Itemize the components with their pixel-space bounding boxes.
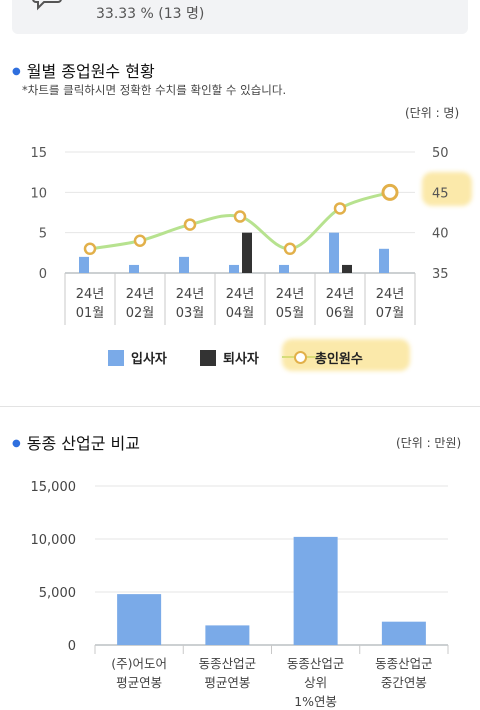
category-label-month: 02월 bbox=[126, 306, 155, 321]
unit-label-salary: (단위 : 만원) bbox=[396, 436, 462, 450]
legend-swatch-dark bbox=[200, 349, 216, 366]
left-tick-label: 0 bbox=[39, 267, 47, 282]
bar-hires bbox=[329, 232, 339, 273]
line-point bbox=[83, 242, 97, 256]
bar-hires bbox=[379, 248, 389, 273]
category-label-year: 24년 bbox=[226, 287, 255, 302]
line-point bbox=[233, 210, 247, 223]
category-label: 동종산업군 bbox=[287, 656, 345, 671]
bar-hires bbox=[79, 256, 89, 273]
chart-click-note: *차트를 클릭하시면 정확한 수치를 확인할 수 있습니다. bbox=[22, 83, 287, 97]
bar-salary bbox=[117, 594, 162, 645]
left-tick-label: 10 bbox=[30, 186, 47, 201]
category-label: 평균연봉 bbox=[116, 675, 162, 690]
right-tick-label: 50 bbox=[432, 146, 449, 161]
category-label-year: 24년 bbox=[176, 287, 205, 302]
category-label: 상위 bbox=[304, 675, 327, 690]
bar-hires bbox=[129, 264, 139, 273]
bar-salary bbox=[381, 621, 426, 645]
category-label-year: 24년 bbox=[326, 287, 355, 302]
section-divider bbox=[0, 406, 480, 407]
legend-swatch-blue bbox=[108, 349, 124, 366]
summary-card: 33.33 % (13 명) bbox=[12, 0, 468, 34]
bar-hires bbox=[229, 264, 239, 273]
monthly-employee-chart[interactable]: 1510505045403524년01월24년02월24년03월24년04월24… bbox=[0, 0, 480, 340]
bar-salary bbox=[293, 536, 338, 645]
bar-hires bbox=[279, 264, 289, 273]
right-tick-label: 40 bbox=[432, 227, 449, 242]
legend-item-leavers[interactable]: 퇴사자 bbox=[200, 348, 259, 367]
legend-marker-icon bbox=[294, 351, 307, 364]
bar-salary bbox=[205, 625, 250, 645]
industry-compare-title: ● 동종 산업군 비교 bbox=[12, 434, 140, 453]
legend-item-total[interactable]: 총인원수 bbox=[282, 348, 363, 367]
category-label-month: 01월 bbox=[76, 306, 105, 321]
category-label-month: 03월 bbox=[176, 306, 205, 321]
y-tick-label: 10,000 bbox=[31, 533, 77, 548]
category-label: 중간연봉 bbox=[381, 675, 427, 690]
category-label: 1%연봉 bbox=[294, 694, 337, 709]
category-label-year: 24년 bbox=[126, 287, 155, 302]
bar-hires bbox=[179, 256, 189, 273]
category-label: 동종산업군 bbox=[375, 656, 433, 671]
category-label-month: 05월 bbox=[276, 306, 305, 321]
category-label-year: 24년 bbox=[76, 287, 105, 302]
chart-legend: 입사자 퇴사자 총인원수 bbox=[0, 339, 480, 374]
category-label: (주)어도어 bbox=[111, 656, 167, 671]
category-label-month: 06월 bbox=[326, 306, 355, 321]
category-label-month: 07월 bbox=[376, 306, 405, 321]
left-tick-label: 5 bbox=[39, 227, 47, 242]
y-tick-label: 0 bbox=[68, 639, 76, 654]
monthly-employee-title: ● 월별 종업원수 현황 bbox=[12, 62, 155, 81]
y-tick-label: 15,000 bbox=[31, 480, 77, 495]
category-label: 평균연봉 bbox=[204, 675, 250, 690]
line-point bbox=[283, 242, 297, 256]
category-label-year: 24년 bbox=[276, 287, 305, 302]
bar-leavers bbox=[242, 232, 252, 273]
bullet-dot-icon: ● bbox=[12, 438, 21, 449]
chat-bubble-icon bbox=[32, 0, 62, 11]
category-label: 동종산업군 bbox=[199, 656, 257, 671]
line-point bbox=[333, 202, 347, 215]
right-tick-label: 45 bbox=[432, 186, 449, 201]
category-label-month: 04월 bbox=[226, 306, 255, 321]
line-point bbox=[381, 183, 399, 201]
left-tick-label: 15 bbox=[30, 146, 47, 161]
summary-value: 33.33 % (13 명) bbox=[96, 6, 205, 22]
axis-highlight bbox=[422, 172, 472, 206]
y-tick-label: 5,000 bbox=[39, 586, 76, 601]
line-point bbox=[183, 218, 197, 231]
unit-label-people: (단위 : 명) bbox=[405, 106, 460, 120]
category-label-year: 24년 bbox=[376, 287, 405, 302]
right-tick-label: 35 bbox=[432, 267, 449, 282]
line-point bbox=[133, 234, 147, 247]
legend-item-hires[interactable]: 입사자 bbox=[108, 348, 167, 367]
bullet-dot-icon: ● bbox=[12, 66, 21, 77]
bar-leavers bbox=[342, 264, 352, 273]
